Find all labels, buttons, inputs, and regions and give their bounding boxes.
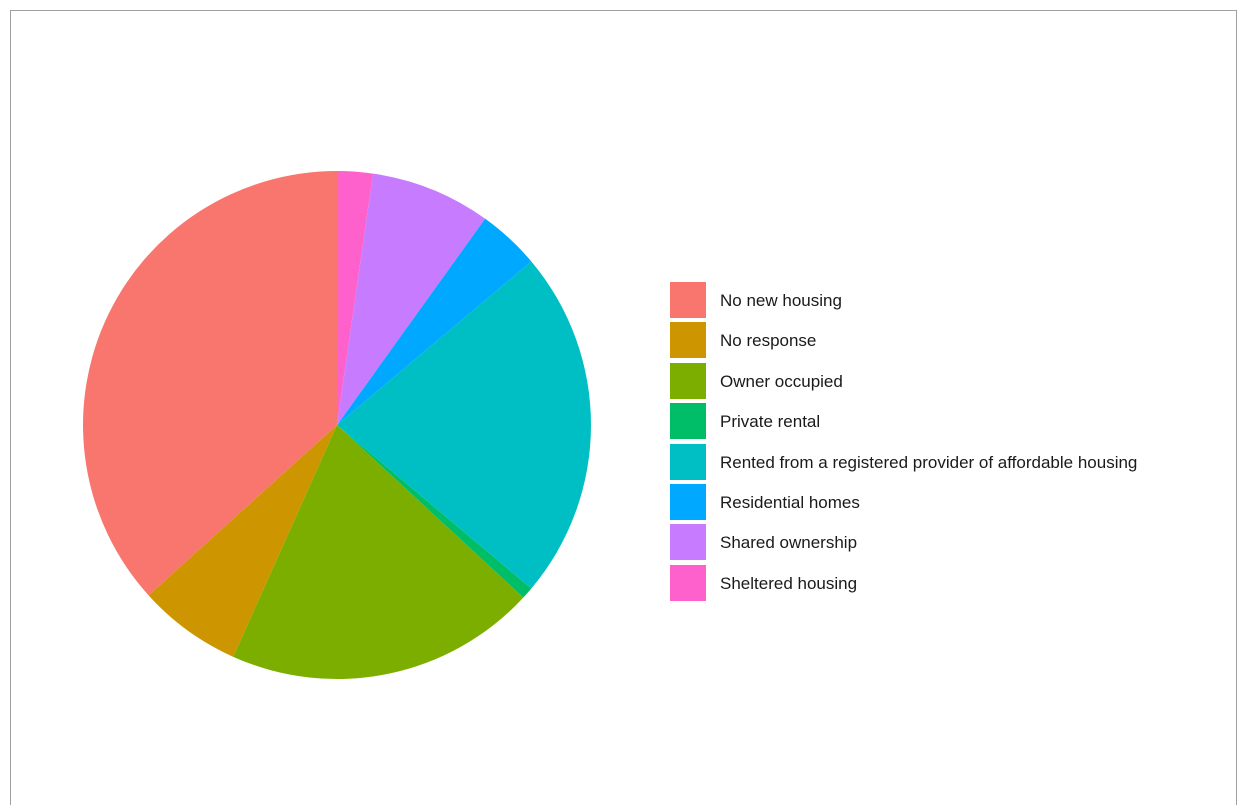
legend-label: No new housing [720,291,842,310]
pie-slice-owner-occupied [233,425,524,680]
pie-chart [83,171,591,680]
legend-key [670,443,706,480]
legend-label: Shared ownership [720,533,858,553]
legend-key [670,403,706,440]
pie-slice-no-new-housing [83,171,337,596]
legend-key [670,362,706,399]
legend-key [670,564,706,601]
legend-label: Sheltered housing [720,573,858,593]
legend-key [670,524,706,561]
pie-slice-sheltered-housing [337,171,374,425]
legend-label: No response [720,331,817,351]
legend-label: Private rental [720,412,821,432]
legend-key [670,322,706,359]
pie-slice-shared-ownership [337,173,486,425]
legend-key [670,483,706,520]
plot-panel: No new housing No response Owner occupied P… [10,10,1237,805]
legend-label: Owner occupied [720,371,843,391]
legend-key [670,282,706,318]
pie-slice-no-response [148,425,337,657]
legend-label: Residential homes [720,492,860,512]
legend-label: Rented from a registered provider of aff… [720,452,1138,472]
pie-slice-rented-from-a-registered-provider-of-affordable-housing [337,261,591,589]
pie-slice-private-rental [337,425,532,598]
pie-slice-residential-homes [337,218,532,425]
